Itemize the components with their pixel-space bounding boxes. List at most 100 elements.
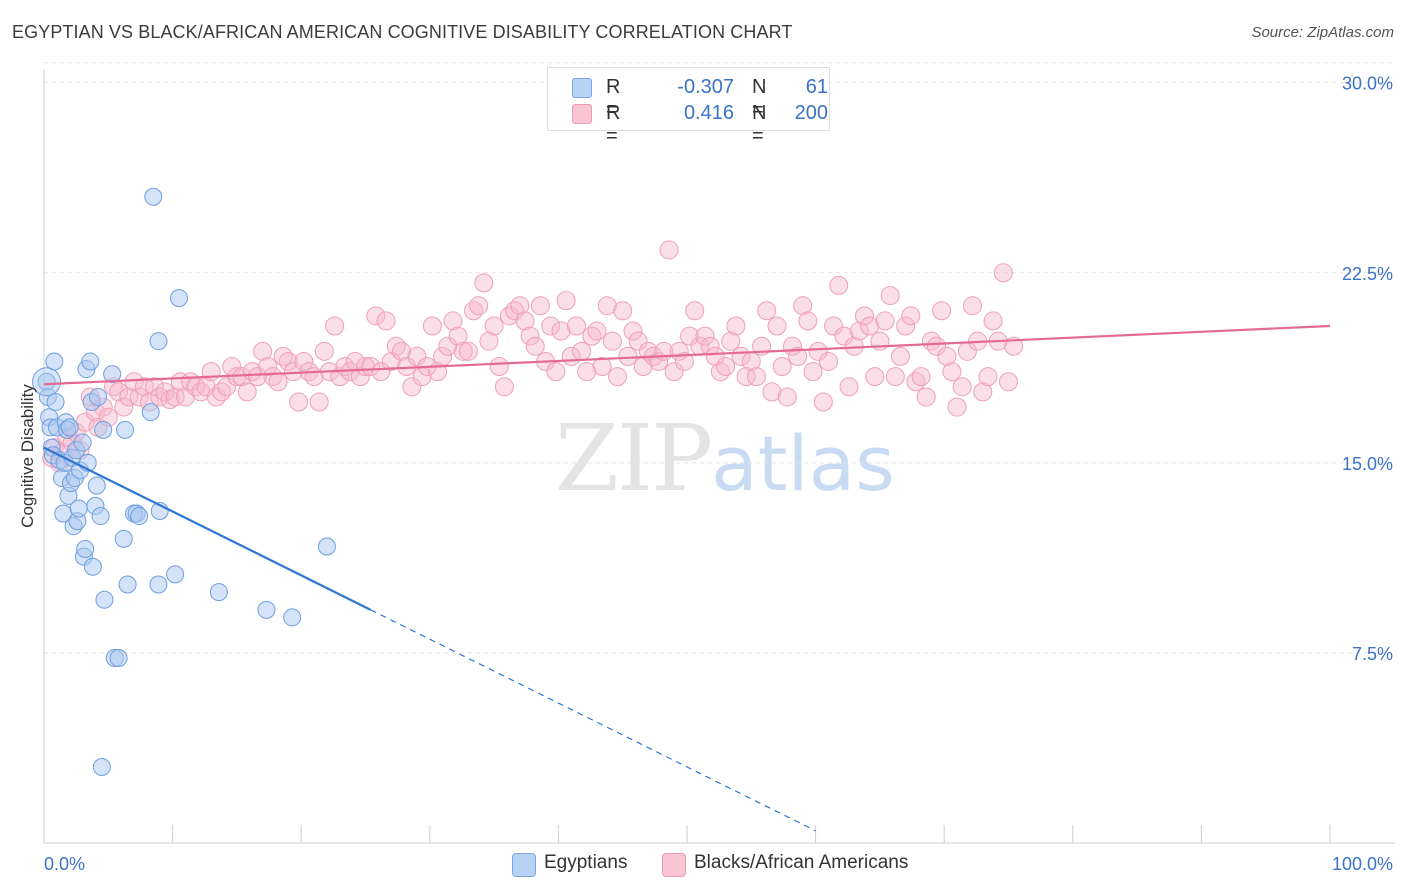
data-point-blacks	[803, 362, 823, 382]
data-point-egyptians	[92, 757, 111, 776]
data-point-blacks	[757, 301, 777, 321]
data-point-blacks	[947, 397, 967, 417]
data-point-blacks	[191, 382, 211, 402]
data-point-blacks	[932, 301, 952, 321]
bottom-legend-swatch-egyptians	[512, 853, 536, 877]
trend-lines	[43, 324, 1331, 832]
y-tick-label: 15.0%	[1342, 454, 1393, 474]
series-egyptians-points	[32, 187, 336, 776]
legend-n-label: N =	[752, 102, 767, 147]
data-point-blacks	[618, 346, 638, 366]
data-point-egyptians	[95, 590, 114, 609]
legend-swatch-egyptians	[572, 78, 592, 98]
data-point-blacks	[834, 326, 854, 346]
data-point-blacks	[479, 331, 499, 351]
data-point-blacks	[880, 286, 900, 306]
data-point-blacks	[392, 341, 412, 361]
data-point-blacks	[273, 346, 293, 366]
data-point-blacks	[361, 357, 381, 377]
data-point-blacks	[818, 351, 838, 371]
data-point-blacks	[721, 331, 741, 351]
data-point-blacks	[494, 377, 514, 397]
data-point-blacks	[788, 346, 808, 366]
data-point-blacks	[875, 311, 895, 331]
data-point-blacks	[175, 387, 195, 407]
bottom-legend-label-blacks: Blacks/African Americans	[694, 852, 909, 873]
data-point-egyptians	[209, 583, 228, 602]
data-point-blacks	[402, 377, 422, 397]
data-point-blacks	[952, 377, 972, 397]
data-point-blacks	[885, 367, 905, 387]
legend-swatch-blacks	[572, 104, 592, 124]
data-point-blacks	[839, 377, 859, 397]
tick-labels: 7.5% 15.0% 22.5% 30.0% 0.0% 100.0%	[44, 74, 1393, 874]
data-point-egyptians	[83, 557, 102, 576]
data-point-egyptians-large	[32, 367, 62, 397]
data-point-blacks	[916, 387, 936, 407]
data-point-blacks	[114, 397, 134, 417]
data-point-blacks	[937, 346, 957, 366]
data-point-blacks	[314, 341, 334, 361]
data-point-blacks	[469, 296, 489, 316]
data-point-egyptians	[149, 575, 168, 594]
data-point-blacks	[474, 273, 494, 293]
data-point-blacks	[685, 301, 705, 321]
data-point-blacks	[134, 377, 154, 397]
data-point-blacks	[587, 321, 607, 341]
data-point-blacks	[582, 326, 602, 346]
data-point-blacks	[798, 311, 818, 331]
data-point-blacks	[860, 316, 880, 336]
data-point-blacks	[901, 306, 921, 326]
bottom-legend-label-egyptians: Egyptians	[544, 852, 628, 873]
data-point-egyptians	[130, 507, 149, 526]
y-tick-label: 30.0%	[1342, 74, 1393, 94]
data-point-blacks	[407, 346, 427, 366]
data-point-blacks	[906, 372, 926, 392]
data-point-blacks	[520, 326, 540, 346]
data-point-egyptians	[170, 289, 189, 308]
data-point-blacks	[489, 357, 509, 377]
data-point-blacks	[289, 392, 309, 412]
data-point-blacks	[577, 362, 597, 382]
x-tick-label: 0.0%	[44, 854, 85, 874]
data-point-blacks	[458, 341, 478, 361]
data-point-blacks	[983, 311, 1003, 331]
data-point-blacks	[597, 296, 617, 316]
data-point-blacks	[664, 362, 684, 382]
data-point-blacks	[911, 367, 931, 387]
data-point-blacks	[772, 357, 792, 377]
legend-r-value: 0.416	[683, 102, 734, 124]
data-point-blacks	[510, 296, 530, 316]
data-point-egyptians	[94, 420, 113, 439]
data-point-blacks	[530, 296, 550, 316]
data-point-blacks	[962, 296, 982, 316]
data-point-blacks	[247, 367, 267, 387]
data-point-blacks	[736, 367, 756, 387]
data-point-egyptians	[116, 420, 135, 439]
data-point-blacks	[628, 331, 648, 351]
data-point-blacks	[659, 240, 679, 260]
data-point-blacks	[217, 377, 237, 397]
data-point-blacks	[854, 306, 874, 326]
data-point-blacks	[674, 351, 694, 371]
data-point-egyptians	[109, 648, 128, 667]
data-point-blacks	[109, 382, 129, 402]
data-point-blacks	[1004, 336, 1024, 356]
data-point-blacks	[350, 367, 370, 387]
data-point-blacks	[211, 382, 231, 402]
watermark: ZIPatlas	[555, 405, 895, 512]
data-point-blacks	[556, 291, 576, 311]
data-point-blacks	[993, 263, 1013, 283]
data-point-blacks	[258, 357, 278, 377]
trend-line-egyptians	[43, 446, 372, 611]
data-point-blacks	[294, 351, 314, 371]
data-point-blacks	[356, 357, 375, 377]
legend-n-value: 200	[794, 102, 828, 124]
data-point-blacks	[716, 357, 736, 377]
data-point-egyptians	[60, 418, 79, 437]
data-point-blacks	[438, 336, 458, 356]
data-point-blacks	[865, 367, 885, 387]
data-point-blacks	[793, 296, 813, 316]
watermark-zip: ZIP	[555, 405, 713, 512]
data-point-egyptians	[46, 393, 65, 412]
